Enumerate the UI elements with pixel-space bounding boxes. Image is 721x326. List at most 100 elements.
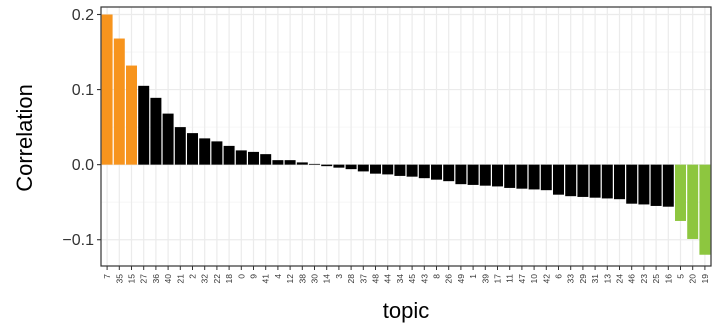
- bar-topic-43: [418, 164, 430, 179]
- x-axis: 7 35 15 27 36 40 21 2 32 22 18 0 9 41 4 12 38 30 14 3 28 37 48…: [102, 266, 710, 283]
- bar-topic-21: [174, 127, 186, 165]
- x-tick-label-topic-49: 49: [456, 274, 466, 284]
- bar-topic-18: [223, 145, 235, 165]
- x-tick-label-topic-48: 48: [371, 274, 381, 284]
- bar-topic-42: [540, 164, 552, 191]
- x-tick-label-topic-26: 26: [444, 274, 454, 284]
- bar-topic-16: [662, 164, 674, 207]
- bar-topic-29: [577, 164, 589, 197]
- x-tick-label-topic-1: 1: [468, 274, 478, 279]
- x-tick-label-topic-35: 35: [114, 274, 124, 284]
- bar-topic-3: [333, 164, 345, 168]
- bar-topic-24: [614, 164, 625, 200]
- x-tick-label-topic-40: 40: [163, 274, 173, 284]
- bar-topic-37: [357, 164, 369, 172]
- bar-topic-25: [650, 164, 662, 206]
- y-tick-label: −0.1: [62, 232, 94, 249]
- bar-topic-12: [284, 160, 296, 165]
- bar-topic-38: [296, 162, 308, 165]
- bar-topic-48: [370, 164, 381, 174]
- x-tick-label-topic-34: 34: [395, 274, 405, 284]
- x-tick-label-topic-45: 45: [407, 274, 417, 284]
- bar-topic-10: [528, 164, 540, 190]
- x-axis-title: topic: [383, 298, 429, 323]
- x-tick-label-topic-38: 38: [297, 274, 307, 284]
- x-tick-label-topic-46: 46: [627, 274, 637, 284]
- x-tick-label-topic-43: 43: [419, 274, 429, 284]
- bar-topic-11: [504, 164, 516, 188]
- x-tick-label-topic-10: 10: [529, 274, 539, 284]
- x-tick-label-topic-5: 5: [676, 274, 686, 279]
- y-axis: −0.1 0.0 0.1 0.2: [62, 7, 101, 249]
- x-tick-label-topic-24: 24: [615, 274, 625, 284]
- bar-topic-15: [126, 65, 137, 165]
- panel-border: [100, 6, 712, 267]
- x-tick-label-topic-25: 25: [651, 274, 661, 284]
- x-tick-label-topic-7: 7: [102, 274, 112, 279]
- bar-topic-23: [638, 164, 650, 205]
- bar-topic-39: [479, 164, 491, 186]
- bar-topic-49: [455, 164, 467, 185]
- bar-topic-5: [675, 164, 686, 221]
- x-tick-label-topic-33: 33: [566, 274, 576, 284]
- x-tick-label-topic-41: 41: [261, 274, 271, 284]
- bar-topic-22: [211, 141, 223, 165]
- y-tick-label: 0.2: [72, 7, 94, 24]
- x-tick-label-topic-0: 0: [236, 274, 246, 279]
- bar-topic-35: [113, 38, 125, 165]
- x-tick-label-topic-29: 29: [578, 274, 588, 284]
- x-tick-label-topic-22: 22: [212, 274, 222, 284]
- bar-topic-4: [272, 160, 284, 165]
- bar-topic-30: [309, 163, 320, 165]
- bar-topic-36: [150, 97, 162, 165]
- bar-topic-28: [345, 164, 357, 170]
- y-tick-label: 0.0: [72, 157, 94, 174]
- bar-topic-9: [248, 151, 259, 165]
- x-tick-label-topic-8: 8: [432, 274, 442, 279]
- x-tick-label-topic-18: 18: [224, 274, 234, 284]
- x-tick-label-topic-31: 31: [590, 274, 600, 284]
- x-tick-label-topic-42: 42: [541, 274, 551, 284]
- bar-topic-32: [199, 138, 211, 165]
- x-tick-label-topic-17: 17: [493, 274, 503, 284]
- x-tick-label-topic-2: 2: [188, 274, 198, 279]
- x-tick-label-topic-3: 3: [334, 274, 344, 279]
- bar-topic-7: [101, 14, 113, 165]
- x-tick-label-topic-39: 39: [480, 274, 490, 284]
- bar-topic-31: [589, 164, 601, 198]
- bar-topic-8: [431, 164, 442, 180]
- x-tick-label-topic-44: 44: [383, 274, 393, 284]
- x-tick-label-topic-30: 30: [310, 274, 320, 284]
- bar-topic-44: [382, 164, 394, 175]
- bar-topic-0: [235, 150, 247, 165]
- x-tick-label-topic-23: 23: [639, 274, 649, 284]
- bar-topic-45: [406, 164, 418, 177]
- x-tick-label-topic-27: 27: [139, 274, 149, 284]
- bar-topic-2: [187, 133, 198, 165]
- bar-topic-34: [394, 164, 406, 176]
- x-tick-label-topic-4: 4: [273, 274, 283, 279]
- x-tick-label-topic-28: 28: [346, 274, 356, 284]
- x-tick-label-topic-47: 47: [517, 274, 527, 284]
- bars-layer: [101, 14, 711, 255]
- bar-topic-26: [443, 164, 455, 182]
- x-tick-label-topic-20: 20: [688, 274, 698, 284]
- bar-topic-47: [516, 164, 528, 189]
- bar-topic-33: [565, 164, 577, 197]
- x-tick-label-topic-32: 32: [200, 274, 210, 284]
- bar-topic-6: [553, 164, 564, 195]
- x-tick-label-topic-37: 37: [358, 274, 368, 284]
- y-axis-title: Correlation: [12, 84, 37, 192]
- x-tick-label-topic-19: 19: [700, 274, 710, 284]
- bar-topic-17: [492, 164, 503, 187]
- y-tick-label: 0.1: [72, 82, 94, 99]
- x-tick-label-topic-15: 15: [127, 274, 137, 284]
- x-tick-label-topic-16: 16: [663, 274, 673, 284]
- bar-topic-1: [467, 164, 479, 185]
- bar-topic-46: [626, 164, 638, 204]
- x-tick-label-topic-21: 21: [175, 274, 185, 284]
- x-tick-label-topic-36: 36: [151, 274, 161, 284]
- x-tick-label-topic-9: 9: [249, 274, 259, 279]
- x-tick-label-topic-6: 6: [554, 274, 564, 279]
- x-tick-label-topic-13: 13: [602, 274, 612, 284]
